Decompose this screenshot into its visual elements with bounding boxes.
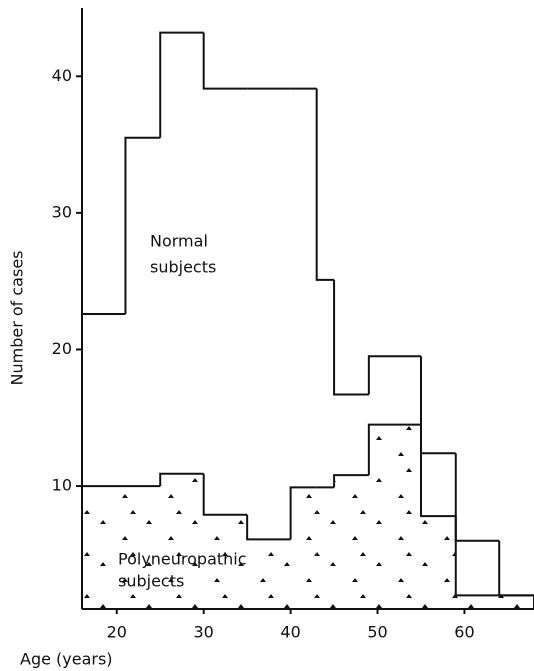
- y-tick-label: 10: [52, 476, 72, 495]
- hist-fill: [203, 514, 248, 609]
- x-tick-label: 30: [194, 623, 214, 642]
- hist-step: [124, 136, 161, 314]
- hist-step: [420, 356, 456, 455]
- hist-step: [333, 474, 369, 488]
- x-axis-label: Age (years): [20, 650, 113, 669]
- hist-fill: [247, 539, 291, 609]
- hist-step: [420, 424, 456, 518]
- hist-fill: [334, 475, 369, 609]
- x-tick-label: 20: [107, 623, 127, 642]
- hist-step: [315, 88, 335, 281]
- hist-fill: [368, 424, 421, 609]
- annotation: subjects: [118, 572, 184, 591]
- hist-step: [289, 486, 317, 540]
- hist-step: [202, 473, 248, 516]
- annotation: Polyneuropathic: [118, 550, 247, 569]
- hist-fill: [125, 486, 161, 609]
- hist-fill: [499, 595, 534, 609]
- hist-step: [454, 516, 500, 597]
- hist-step: [367, 355, 421, 395]
- hist-step: [367, 423, 421, 476]
- x-tick-label: 50: [367, 623, 387, 642]
- x-tick-label: 40: [280, 623, 300, 642]
- hist-fill: [82, 486, 126, 609]
- y-tick-label: 40: [52, 66, 72, 85]
- hist-step: [81, 485, 126, 609]
- hist-fill: [290, 487, 317, 609]
- hist-step: [202, 32, 248, 90]
- hist-step: [454, 453, 500, 542]
- hist-fill: [421, 516, 456, 609]
- y-axis-label: Number of cases: [8, 251, 27, 386]
- hist-step: [159, 472, 204, 487]
- hist-fill: [160, 473, 204, 609]
- hist-step: [159, 31, 204, 138]
- hist-step: [246, 514, 291, 541]
- y-tick-label: 30: [52, 202, 72, 221]
- hist-step: [333, 279, 369, 396]
- hist-fill: [316, 487, 335, 609]
- annotation: subjects: [150, 258, 216, 277]
- hist-fill: [455, 595, 500, 609]
- annotation: Normal: [150, 232, 208, 251]
- y-tick-label: 20: [52, 339, 72, 358]
- hist-step: [498, 540, 534, 597]
- x-tick-label: 60: [454, 623, 474, 642]
